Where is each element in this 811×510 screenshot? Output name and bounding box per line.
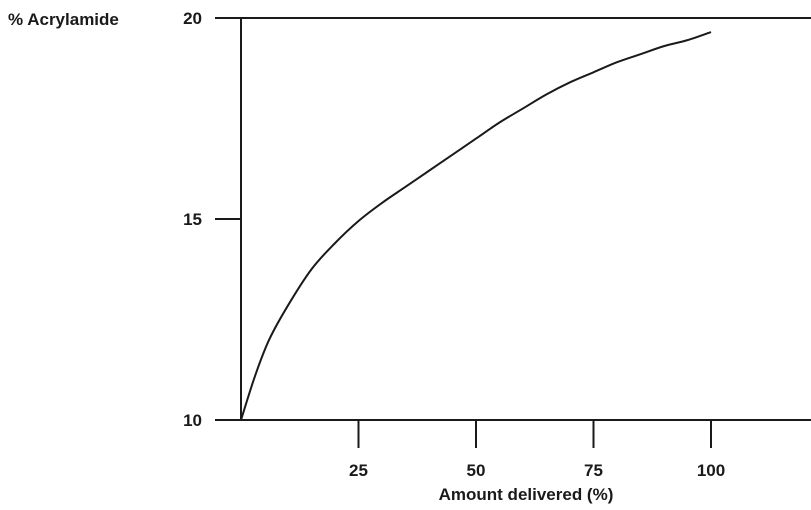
x-tick-label: 100: [697, 461, 725, 480]
x-tick-label: 25: [349, 461, 368, 480]
x-tick-label: 75: [584, 461, 603, 480]
x-tick-label: 50: [467, 461, 486, 480]
x-axis-title: Amount delivered (%): [439, 485, 614, 504]
y-axis-title: % Acrylamide: [8, 10, 119, 29]
y-tick-label: 15: [183, 210, 202, 229]
y-tick-label: 20: [183, 9, 202, 28]
y-ticks: 10 15 20: [183, 9, 241, 430]
x-ticks: 25 50 75 100: [349, 420, 725, 480]
series-line-0: [240, 31, 712, 421]
y-tick-label: 10: [183, 411, 202, 430]
series-group: [240, 31, 712, 421]
